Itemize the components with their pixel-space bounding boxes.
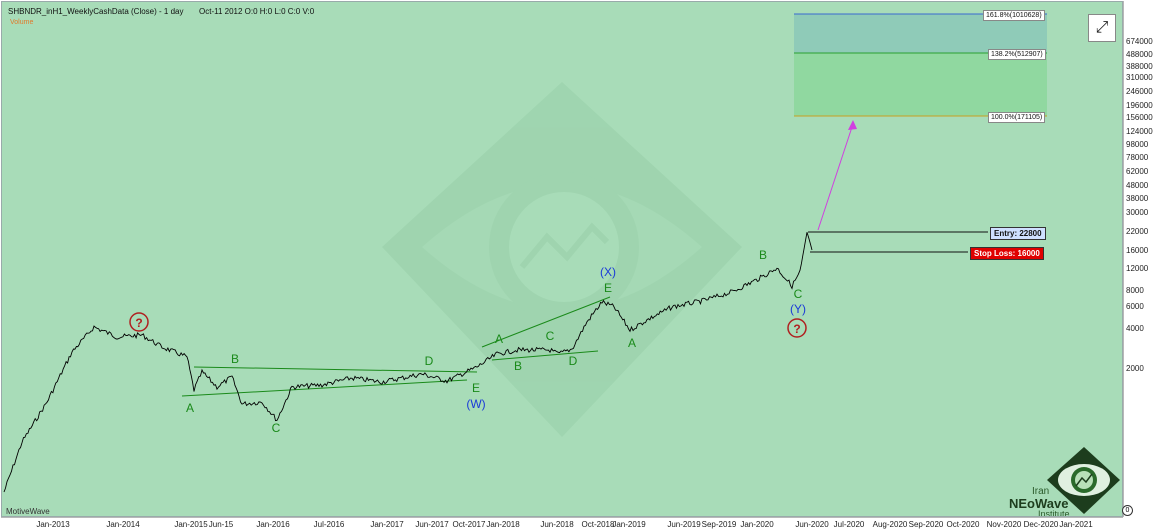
- question-marker-1-label: ?: [135, 316, 142, 330]
- time-tick: Oct-2020: [946, 520, 980, 529]
- projection-arrowhead: [848, 120, 857, 130]
- time-tick: Jun-2018: [540, 520, 574, 529]
- chart-canvas: ? ? A B C D E (W) A B C D E (X) A B C (Y…: [3, 13, 1120, 514]
- price-tick: 156000: [1126, 113, 1153, 122]
- time-tick: Oct-2018: [581, 520, 615, 529]
- wave-label-C3: C: [794, 287, 803, 301]
- wave-label-B3: B: [759, 248, 767, 262]
- wave-label-X: (X): [600, 265, 616, 279]
- price-axis[interactable]: 674000 488000 388000 310000 246000 196000 1560…: [1123, 1, 1162, 517]
- wave-label-C2: C: [546, 329, 555, 343]
- entry-price-tag: Entry: 22800: [990, 227, 1046, 240]
- time-tick: Jan-2020: [740, 520, 774, 529]
- logo-line-3: Institute: [1038, 509, 1070, 517]
- chart-area[interactable]: ? ? A B C D E (W) A B C D E (X) A B C (Y…: [1, 1, 1123, 517]
- volume-label: Volume: [10, 19, 34, 26]
- price-tick: 12000: [1126, 264, 1149, 273]
- price-tick: 488000: [1126, 50, 1153, 59]
- expand-arrows-icon: ⤢: [1095, 19, 1109, 36]
- time-tick: Jul-2016: [313, 520, 345, 529]
- price-tick: 246000: [1126, 87, 1153, 96]
- price-tick: 98000: [1126, 140, 1149, 149]
- time-tick: Jan-2019: [612, 520, 646, 529]
- wave-label-W: (W): [466, 397, 485, 411]
- wave-label-E1: E: [472, 381, 480, 395]
- question-marker-2-label: ?: [793, 322, 800, 336]
- time-tick: Jun-15: [208, 520, 234, 529]
- wave-label-B2: B: [514, 359, 522, 373]
- price-tick: 4000: [1126, 324, 1144, 333]
- time-tick: Oct-2017: [452, 520, 486, 529]
- time-tick: Dec-2020: [1023, 520, 1059, 529]
- time-tick: Jun-2019: [667, 520, 701, 529]
- question-marker-1: [129, 312, 149, 332]
- wave-label-D1: D: [425, 354, 434, 368]
- projection-arrow: [817, 123, 854, 231]
- fib-label-1618: 161.8%(1010628): [983, 10, 1045, 21]
- price-tick: 8000: [1126, 286, 1144, 295]
- price-tick: 38000: [1126, 194, 1149, 203]
- price-tick: 388000: [1126, 62, 1153, 71]
- price-tick: 30000: [1126, 208, 1149, 217]
- time-tick: Jun-2020: [795, 520, 829, 529]
- wave-label-A1: A: [186, 401, 194, 415]
- wave-label-D2: D: [569, 354, 578, 368]
- time-tick: Sep-2020: [908, 520, 944, 529]
- price-tick: 2000: [1126, 364, 1144, 373]
- price-tick: 62000: [1126, 167, 1149, 176]
- price-tick: 22000: [1126, 227, 1149, 236]
- price-tick: 674000: [1126, 37, 1153, 46]
- time-tick: Aug-2020: [872, 520, 908, 529]
- time-tick: Jun-2017: [415, 520, 449, 529]
- logo-line-1: Iran: [1032, 486, 1050, 497]
- price-tick: 310000: [1126, 73, 1153, 82]
- fib-zone-lower: [794, 53, 1047, 116]
- price-tick: 16000: [1126, 246, 1149, 255]
- wave-label-A2: A: [495, 332, 503, 346]
- institute-logo-emblem: [1047, 447, 1120, 514]
- question-marker-2: [787, 318, 807, 338]
- price-tick: 6000: [1126, 302, 1144, 311]
- wave-label-Y: (Y): [790, 302, 806, 316]
- time-tick: Jan-2017: [370, 520, 404, 529]
- fib-label-1000: 100.0%(171105): [988, 112, 1046, 123]
- time-tick: Jan-2021: [1059, 520, 1093, 529]
- time-tick: Jan-2015: [174, 520, 208, 529]
- fib-label-1382: 138.2%(512907): [988, 49, 1046, 60]
- time-tick: Jan-2016: [256, 520, 290, 529]
- time-tick: Nov-2020: [986, 520, 1022, 529]
- trendline-2-bottom: [491, 350, 599, 361]
- time-tick: Jan-2018: [486, 520, 520, 529]
- wave-label-E2: E: [604, 281, 612, 295]
- time-tick: Sep-2019: [701, 520, 737, 529]
- price-tick: 196000: [1126, 101, 1153, 110]
- time-tick: Jan-2014: [106, 520, 140, 529]
- expand-button[interactable]: ⤢: [1088, 14, 1116, 42]
- wave-label-B1: B: [231, 352, 239, 366]
- axis-corner-marker: 0: [1122, 505, 1133, 516]
- trendline-1-bottom: [181, 379, 468, 397]
- price-tick: 78000: [1126, 153, 1149, 162]
- time-axis[interactable]: Jan-2013 Jan-2014 Jan-2015 Jun-15 Jan-2016 Ju…: [1, 517, 1123, 531]
- wave-label-C1: C: [272, 421, 281, 435]
- time-tick: Jul-2020: [833, 520, 865, 529]
- price-tick: 124000: [1126, 127, 1153, 136]
- watermark-logo: [382, 82, 742, 437]
- logo-line-2: NEoWave: [1009, 496, 1069, 511]
- price-series: [3, 232, 813, 493]
- brand-label: MotiveWave: [6, 507, 50, 516]
- wave-label-A3: A: [628, 336, 636, 350]
- ohlc-readout: Oct-11 2012 O:0 H:0 L:0 C:0 V:0: [199, 7, 315, 16]
- stop-loss-tag: Stop Loss: 16000: [970, 247, 1044, 260]
- time-tick: Jan-2013: [36, 520, 70, 529]
- chart-title: SHBNDR_inH1_WeeklyCashData (Close) - 1 d…: [8, 7, 184, 16]
- trendline-2-top: [481, 296, 611, 348]
- trendline-1-top: [193, 366, 478, 373]
- price-tick: 48000: [1126, 181, 1149, 190]
